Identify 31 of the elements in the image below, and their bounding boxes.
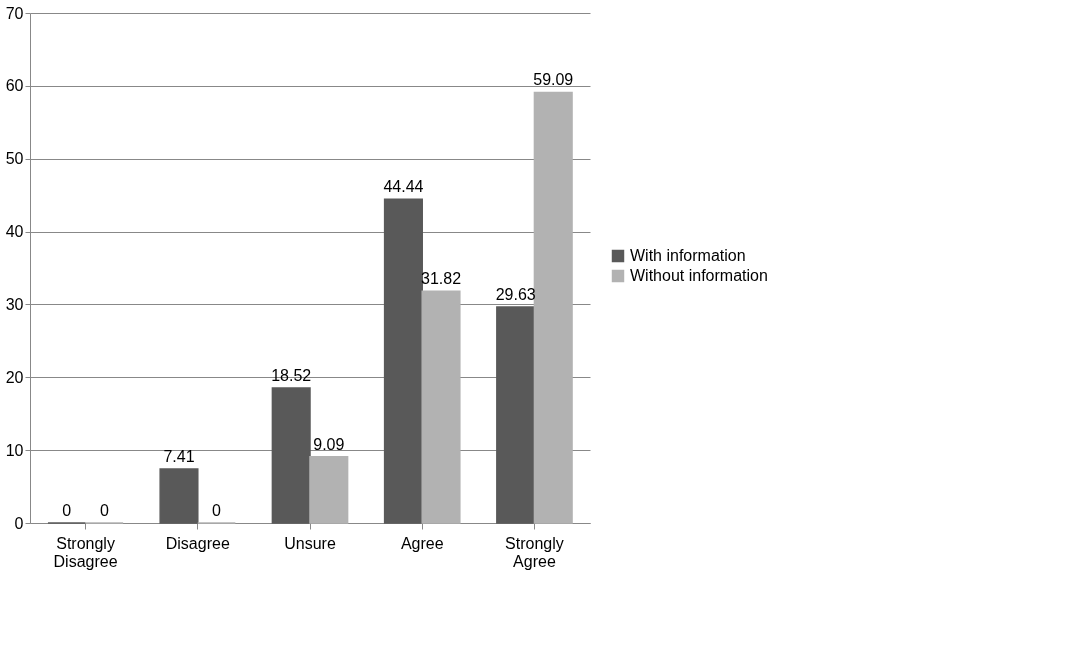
- y-tick-label: 70: [5, 4, 24, 22]
- y-tick-label: 20: [5, 368, 24, 386]
- x-tick-label: Unsure: [284, 534, 336, 552]
- x-tick-label: Strongly Agree: [505, 534, 564, 570]
- data-label: 0: [99, 502, 109, 519]
- bar: [421, 290, 461, 524]
- data-label: 0: [212, 502, 222, 519]
- data-label: 7.41: [163, 448, 195, 466]
- data-label: 29.63: [495, 286, 536, 304]
- legend-label: With information: [630, 247, 746, 264]
- bar: [496, 306, 536, 524]
- data-label: 9.09: [313, 435, 345, 453]
- y-tick-label: 0: [14, 514, 24, 532]
- legend-label: Without information: [630, 267, 768, 284]
- y-tick-label: 10: [5, 441, 24, 459]
- y-tick-label: 60: [5, 77, 24, 95]
- y-tick-label: 30: [5, 295, 24, 313]
- bar: [309, 456, 349, 524]
- data-label: 0: [62, 502, 72, 519]
- data-label: 59.09: [533, 71, 574, 89]
- bar: [533, 91, 573, 524]
- x-tick-label: Agree: [400, 534, 444, 552]
- x-tick-label: Strongly Disagree: [53, 534, 118, 570]
- data-label: 18.52: [271, 367, 312, 385]
- bar: [271, 387, 311, 524]
- bar: [159, 468, 199, 524]
- y-tick-label: 40: [5, 223, 24, 241]
- data-label: 44.44: [383, 178, 424, 196]
- x-tick-label: Disagree: [165, 534, 230, 552]
- y-tick-label: 50: [5, 150, 24, 168]
- bar: [383, 198, 423, 524]
